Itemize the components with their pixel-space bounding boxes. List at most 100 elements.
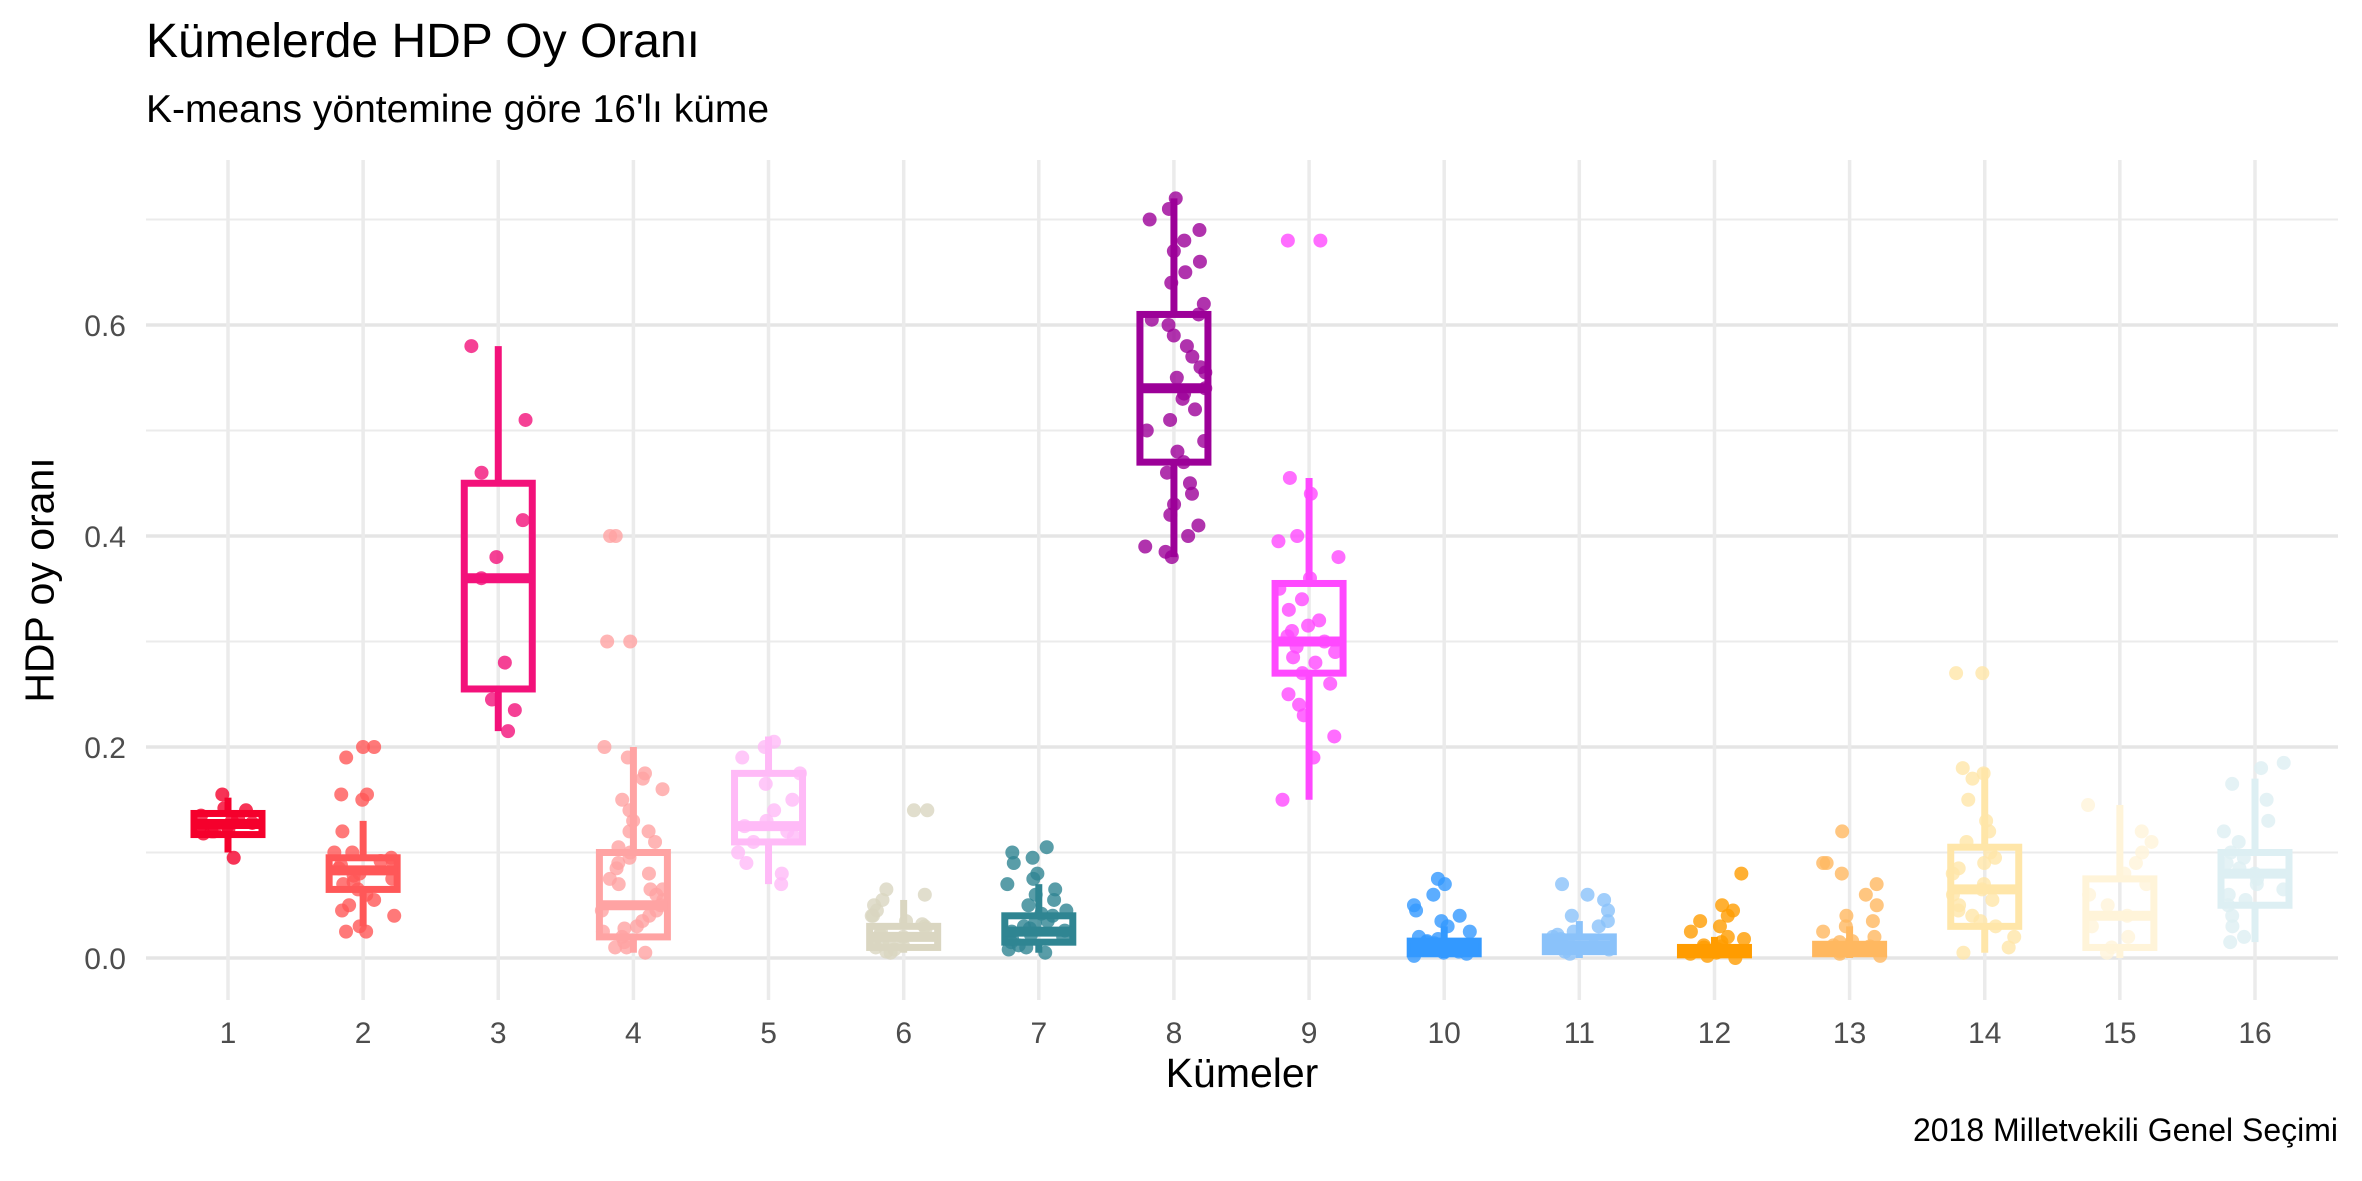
y-axis-label: HDP oy oranı — [16, 457, 63, 703]
data-point — [1597, 892, 1612, 907]
data-point — [1961, 792, 1976, 807]
data-point — [1169, 370, 1184, 385]
data-point — [920, 803, 935, 818]
data-point — [1452, 908, 1467, 923]
data-point — [359, 924, 374, 939]
data-point — [1437, 877, 1452, 892]
data-point — [1816, 924, 1831, 939]
chart-caption: 2018 Milletvekili Genel Seçimi — [1912, 1112, 2338, 1148]
data-point — [1564, 908, 1579, 923]
data-point — [2261, 813, 2276, 828]
data-point — [1286, 650, 1301, 665]
data-point — [1021, 898, 1036, 913]
data-point — [1281, 602, 1296, 617]
data-point — [1308, 655, 1323, 670]
data-point — [1409, 903, 1424, 918]
x-axis-label: Kümeler — [1165, 1050, 1319, 1096]
data-point — [2225, 919, 2240, 934]
data-point — [1977, 856, 1992, 871]
data-point — [1181, 529, 1196, 543]
data-point — [474, 465, 489, 480]
x-tick-label: 6 — [895, 1017, 912, 1050]
data-point — [1161, 318, 1176, 332]
data-point — [1601, 903, 1616, 918]
y-tick-label: 0.6 — [84, 310, 126, 343]
data-point — [774, 877, 789, 892]
x-tick-label: 13 — [1833, 1017, 1866, 1050]
data-point — [1191, 518, 1206, 533]
data-point — [608, 940, 623, 955]
data-point — [1683, 924, 1698, 939]
data-point — [2237, 929, 2252, 944]
data-point — [334, 787, 349, 802]
data-point — [1869, 877, 1884, 892]
data-point — [597, 740, 612, 754]
data-point — [1047, 892, 1062, 907]
data-point — [2231, 834, 2246, 849]
data-point — [339, 924, 354, 939]
y-tick-label: 0.4 — [84, 521, 126, 554]
data-point — [1294, 592, 1309, 607]
data-point — [464, 339, 479, 354]
box — [1271, 579, 1347, 677]
data-point — [615, 792, 630, 807]
data-point — [1178, 265, 1193, 280]
data-point — [346, 875, 361, 890]
data-point — [623, 634, 638, 649]
data-point — [2225, 776, 2240, 791]
data-point — [2254, 761, 2269, 776]
data-point — [2081, 798, 2096, 813]
data-point — [608, 529, 623, 543]
x-tick-label: 15 — [2103, 1017, 2136, 1050]
box — [2217, 849, 2293, 909]
data-point — [1006, 856, 1021, 871]
data-point — [2144, 834, 2159, 849]
data-point — [1949, 666, 1964, 681]
data-point — [1313, 233, 1328, 248]
data-point — [1955, 761, 1970, 776]
data-point — [367, 892, 382, 907]
data-point — [1591, 919, 1606, 934]
data-point — [1185, 349, 1200, 364]
data-point — [2007, 929, 2022, 944]
data-point — [2223, 935, 2238, 950]
data-point — [1000, 877, 1015, 892]
data-point — [367, 740, 382, 754]
x-tick-label: 1 — [220, 1017, 237, 1050]
data-point — [641, 866, 656, 881]
data-point — [906, 803, 921, 818]
data-point — [489, 550, 504, 565]
data-point — [1025, 850, 1040, 865]
data-point — [1188, 402, 1203, 417]
x-tick-label: 7 — [1030, 1017, 1047, 1050]
data-point — [758, 776, 773, 791]
data-point — [1192, 254, 1207, 269]
data-point — [1039, 840, 1054, 855]
data-point — [2134, 824, 2149, 839]
data-point — [2121, 929, 2136, 944]
data-point — [339, 750, 354, 765]
x-tick-label: 14 — [1968, 1017, 2001, 1050]
data-point — [1192, 223, 1207, 238]
data-point — [1839, 908, 1854, 923]
data-point — [1834, 866, 1849, 881]
x-tick-label: 12 — [1698, 1017, 1731, 1050]
data-point — [1965, 771, 1980, 786]
data-point — [767, 803, 782, 818]
data-point — [1835, 824, 1850, 839]
data-point — [609, 861, 624, 876]
data-point — [1580, 887, 1595, 902]
data-point — [1975, 666, 1990, 681]
data-point — [1985, 892, 2000, 907]
data-point — [2276, 755, 2291, 770]
x-tick-label: 4 — [625, 1017, 642, 1050]
box — [595, 849, 671, 941]
data-point — [2100, 898, 2115, 913]
data-point — [1426, 887, 1441, 902]
data-point — [641, 824, 656, 839]
x-tick-label: 5 — [760, 1017, 777, 1050]
data-point — [355, 792, 370, 807]
data-point — [917, 887, 932, 902]
data-point — [335, 903, 350, 918]
data-point — [1693, 914, 1708, 929]
